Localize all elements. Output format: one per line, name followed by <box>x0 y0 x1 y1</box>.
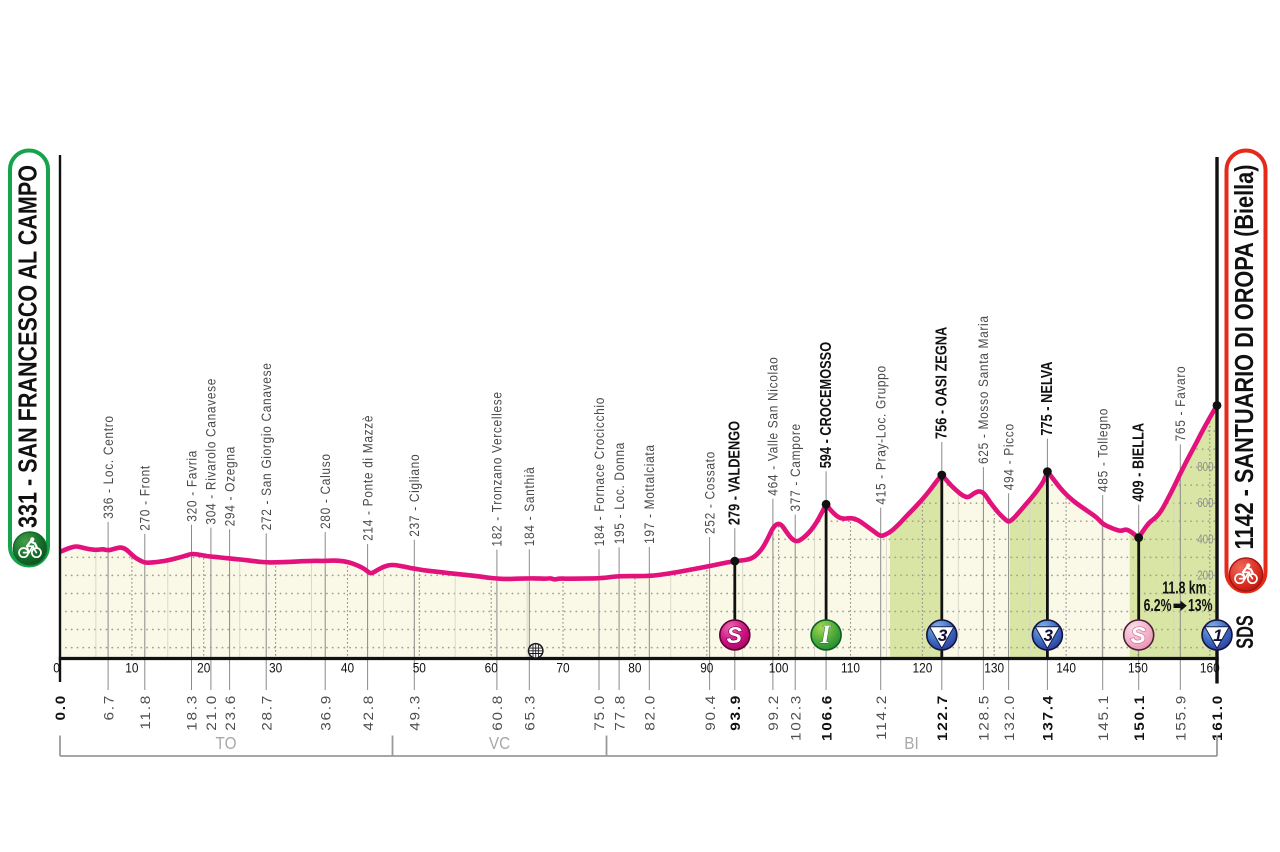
svg-text:80: 80 <box>628 660 641 676</box>
svg-text:TO: TO <box>216 733 237 753</box>
svg-text:106.6: 106.6 <box>820 694 835 741</box>
svg-text:197 - Mottalciata: 197 - Mottalciata <box>641 444 657 544</box>
svg-text:130: 130 <box>984 660 1004 676</box>
svg-text:120: 120 <box>912 660 932 676</box>
svg-text:252 - Cossato: 252 - Cossato <box>701 451 717 534</box>
svg-text:140: 140 <box>1056 660 1076 676</box>
svg-text:82.0: 82.0 <box>643 694 658 731</box>
svg-text:280 - Caluso: 280 - Caluso <box>317 453 333 529</box>
svg-text:331 - SAN FRANCESCO AL CAMPO: 331 - SAN FRANCESCO AL CAMPO <box>13 165 43 528</box>
svg-text:11.8 km: 11.8 km <box>1162 578 1206 598</box>
svg-text:93.9: 93.9 <box>728 694 743 731</box>
svg-text:137.4: 137.4 <box>1041 694 1056 741</box>
svg-text:214 - Ponte di Mazzè: 214 - Ponte di Mazzè <box>359 415 375 541</box>
svg-text:485 - Tollegno: 485 - Tollegno <box>1095 408 1111 492</box>
svg-text:77.8: 77.8 <box>613 694 628 731</box>
svg-text:279 - VALDENGO: 279 - VALDENGO <box>726 421 744 525</box>
svg-text:18.3: 18.3 <box>185 694 200 731</box>
svg-text:336 - Loc. Centro: 336 - Loc. Centro <box>100 415 116 519</box>
svg-text:377 - Campore: 377 - Campore <box>787 423 803 511</box>
svg-text:272 - San Giorgio Canavese: 272 - San Giorgio Canavese <box>258 362 274 530</box>
svg-text:BI: BI <box>904 733 918 753</box>
svg-text:28.7: 28.7 <box>260 694 275 731</box>
svg-text:400: 400 <box>1197 533 1213 546</box>
svg-text:600: 600 <box>1197 497 1213 510</box>
svg-text:6.7: 6.7 <box>102 694 117 720</box>
svg-text:304 - Rivarolo Canavese: 304 - Rivarolo Canavese <box>203 378 219 525</box>
svg-text:6.2%: 6.2% <box>1144 596 1172 616</box>
svg-text:494 - Picco: 494 - Picco <box>1000 423 1016 490</box>
svg-text:102.3: 102.3 <box>789 694 804 741</box>
svg-text:100: 100 <box>769 660 789 676</box>
svg-text:195 - Loc. Donna: 195 - Loc. Donna <box>611 442 627 544</box>
svg-text:150: 150 <box>1128 660 1148 676</box>
svg-text:415 - Pray-Loc. Gruppo: 415 - Pray-Loc. Gruppo <box>873 365 889 504</box>
svg-text:182 - Tronzano Vercellese: 182 - Tronzano Vercellese <box>489 391 505 546</box>
svg-text:184 - Santhià: 184 - Santhià <box>521 467 537 547</box>
svg-text:3: 3 <box>1043 626 1053 645</box>
svg-text:75.0: 75.0 <box>593 694 608 731</box>
svg-text:20: 20 <box>197 660 210 676</box>
svg-text:594 - CROCEMOSSO: 594 - CROCEMOSSO <box>818 342 836 468</box>
svg-text:114.2: 114.2 <box>874 694 889 740</box>
svg-text:464 - Valle San Nicolao: 464 - Valle San Nicolao <box>765 357 781 496</box>
svg-text:I: I <box>820 620 832 649</box>
svg-text:S: S <box>1131 622 1147 648</box>
svg-text:60: 60 <box>485 660 498 676</box>
svg-text:49.3: 49.3 <box>408 694 423 731</box>
svg-text:VC: VC <box>489 733 510 753</box>
svg-text:S: S <box>727 622 743 648</box>
svg-text:70: 70 <box>556 660 569 676</box>
svg-text:132.0: 132.0 <box>1002 694 1017 741</box>
svg-text:110: 110 <box>841 660 860 676</box>
svg-text:409 - BIELLA: 409 - BIELLA <box>1130 422 1148 501</box>
svg-text:160: 160 <box>1200 660 1220 676</box>
svg-text:0.0: 0.0 <box>54 694 69 720</box>
svg-text:50: 50 <box>413 660 426 676</box>
svg-text:200: 200 <box>1197 569 1213 582</box>
svg-text:800: 800 <box>1197 461 1213 474</box>
svg-text:30: 30 <box>269 660 282 676</box>
svg-text:294 - Ozegna: 294 - Ozegna <box>221 446 237 526</box>
svg-text:90.4: 90.4 <box>703 694 718 731</box>
svg-text:SDS: SDS <box>1232 615 1259 649</box>
svg-text:21.0: 21.0 <box>205 694 220 731</box>
svg-text:0: 0 <box>53 660 60 676</box>
svg-text:161.0: 161.0 <box>1211 694 1226 741</box>
svg-text:155.9: 155.9 <box>1174 694 1189 741</box>
svg-text:145.1: 145.1 <box>1096 694 1111 741</box>
svg-text:3: 3 <box>938 626 948 645</box>
svg-text:270 - Front: 270 - Front <box>137 465 153 531</box>
svg-text:237 - Cigliano: 237 - Cigliano <box>406 454 422 537</box>
svg-text:775 - NELVA: 775 - NELVA <box>1039 361 1057 436</box>
svg-text:13%: 13% <box>1188 596 1213 616</box>
svg-text:765 - Favaro: 765 - Favaro <box>1172 366 1188 442</box>
svg-text:36.9: 36.9 <box>319 694 334 731</box>
svg-text:150.1: 150.1 <box>1132 694 1147 741</box>
svg-text:122.7: 122.7 <box>935 694 950 741</box>
svg-text:756 - OASI ZEGNA: 756 - OASI ZEGNA <box>933 326 951 439</box>
svg-text:10: 10 <box>125 660 138 676</box>
svg-text:40: 40 <box>341 660 354 676</box>
svg-text:90: 90 <box>700 660 713 676</box>
svg-text:625 - Mosso Santa Maria: 625 - Mosso Santa Maria <box>975 315 991 464</box>
svg-text:1: 1 <box>1213 626 1222 645</box>
svg-text:42.8: 42.8 <box>361 694 376 731</box>
svg-text:11.8: 11.8 <box>138 694 153 730</box>
svg-text:1142 - SANTUARIO DI OROPA (Bie: 1142 - SANTUARIO DI OROPA (Biella) <box>1229 165 1259 550</box>
svg-text:320 - Favria: 320 - Favria <box>183 450 199 522</box>
svg-text:65.3: 65.3 <box>523 694 538 731</box>
svg-text:23.6: 23.6 <box>223 694 238 731</box>
svg-text:60.8: 60.8 <box>491 694 506 731</box>
svg-text:99.2: 99.2 <box>767 694 782 731</box>
svg-text:128.5: 128.5 <box>977 694 992 741</box>
svg-text:184 - Fornace Crocicchio: 184 - Fornace Crocicchio <box>591 397 607 546</box>
